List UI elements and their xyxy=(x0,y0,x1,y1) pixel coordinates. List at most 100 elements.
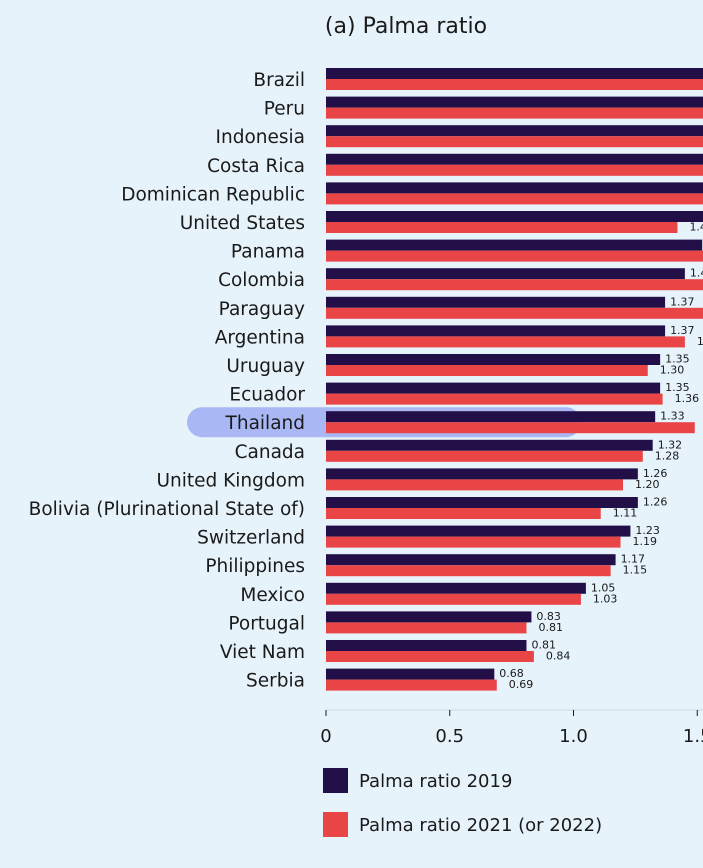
value-label-2021-uruguay: 1.30 xyxy=(660,364,685,377)
bar-2021-paraguay xyxy=(326,307,703,319)
value-label-2019-united-kingdom: 1.26 xyxy=(643,467,668,480)
x-tick-label-1: 0.5 xyxy=(435,726,464,747)
bar-2019-mexico xyxy=(326,582,586,594)
category-label-brazil: Brazil xyxy=(253,70,305,91)
legend-swatch-2021 xyxy=(323,812,348,837)
bar-2021-philippines xyxy=(326,565,611,577)
bar-2019-costa-rica xyxy=(326,153,703,165)
value-label-2021-viet-nam: 0.84 xyxy=(546,650,571,663)
bar-2019-uruguay xyxy=(326,354,661,365)
value-label-2021-argentina: 1.45 xyxy=(697,335,703,348)
category-label-bolivia-plurinational-state-of: Bolivia (Plurinational State of) xyxy=(29,499,305,520)
bar-2021-mexico xyxy=(326,593,581,605)
category-label-ecuador: Ecuador xyxy=(229,385,305,406)
bar-2021-united-kingdom xyxy=(326,479,623,491)
category-label-panama: Panama xyxy=(231,242,305,263)
bar-2019-panama xyxy=(326,239,703,251)
bar-2021-dominican-republic xyxy=(326,193,703,205)
category-label-united-states: United States xyxy=(180,213,305,234)
x-tick-label-3: 1.5 xyxy=(683,726,703,747)
bar-2021-argentina xyxy=(326,336,685,348)
bar-2019-argentina xyxy=(326,325,666,337)
bar-2019-viet-nam xyxy=(326,640,527,651)
category-label-viet-nam: Viet Nam xyxy=(220,642,305,663)
legend-swatch-2019 xyxy=(323,768,348,793)
value-label-2021-united-kingdom: 1.20 xyxy=(635,478,660,491)
value-label-2021-ecuador: 1.36 xyxy=(675,392,700,405)
value-label-2021-philippines: 1.15 xyxy=(623,564,648,577)
category-label-colombia: Colombia xyxy=(218,270,305,291)
chart-title: (a) Palma ratio xyxy=(325,14,487,39)
value-label-2021-switzerland: 1.19 xyxy=(633,535,658,548)
legend-label-2019: Palma ratio 2019 xyxy=(359,771,512,792)
category-label-thailand: Thailand xyxy=(225,413,305,434)
bar-2021-ecuador xyxy=(326,393,663,405)
value-label-2019-serbia: 0.68 xyxy=(499,667,524,680)
bar-2021-serbia xyxy=(326,679,497,691)
category-label-mexico: Mexico xyxy=(240,585,305,606)
bar-2021-switzerland xyxy=(326,536,621,548)
category-label-dominican-republic: Dominican Republic xyxy=(121,184,305,205)
category-label-switzerland: Switzerland xyxy=(197,528,305,549)
bar-2021-bolivia-plurinational-state-of xyxy=(326,508,601,519)
bar-2019-thailand xyxy=(326,411,656,423)
x-tick-label-2: 1.0 xyxy=(559,726,588,747)
bar-2019-united-kingdom xyxy=(326,468,638,480)
x-tick-label-0: 0 xyxy=(320,726,331,747)
bar-2019-indonesia xyxy=(326,125,703,137)
category-label-united-kingdom: United Kingdom xyxy=(157,470,306,491)
value-label-2021-canada: 1.28 xyxy=(655,449,680,462)
bar-2021-panama xyxy=(326,250,703,262)
bar-2021-brazil xyxy=(326,79,703,90)
category-label-philippines: Philippines xyxy=(205,556,305,577)
bar-2019-philippines xyxy=(326,554,616,566)
category-label-peru: Peru xyxy=(264,99,305,120)
bar-2021-portugal xyxy=(326,622,527,634)
value-label-2019-portugal: 0.83 xyxy=(536,610,561,623)
value-label-2019-philippines: 1.17 xyxy=(621,553,646,566)
bar-2019-peru xyxy=(326,96,703,108)
category-label-costa-rica: Costa Rica xyxy=(207,156,305,177)
bar-2019-ecuador xyxy=(326,382,661,394)
bar-2019-portugal xyxy=(326,611,532,623)
bar-2019-canada xyxy=(326,439,653,451)
bar-2019-bolivia-plurinational-state-of xyxy=(326,497,638,508)
value-label-2021-mexico: 1.03 xyxy=(593,592,618,605)
bar-2019-colombia xyxy=(326,268,685,280)
bar-2019-brazil xyxy=(326,68,703,79)
category-label-canada: Canada xyxy=(235,442,305,463)
value-label-2019-colombia: 1.45 xyxy=(690,267,703,280)
value-label-2019-switzerland: 1.23 xyxy=(635,524,660,537)
bar-2019-serbia xyxy=(326,668,495,680)
bar-2021-united-states xyxy=(326,222,678,233)
category-label-portugal: Portugal xyxy=(228,613,305,634)
bar-2019-dominican-republic xyxy=(326,182,703,194)
value-label-2019-ecuador: 1.35 xyxy=(665,381,690,394)
bar-2021-colombia xyxy=(326,279,703,291)
bar-2021-canada xyxy=(326,450,643,462)
value-label-2019-mexico: 1.05 xyxy=(591,581,616,594)
value-label-2019-viet-nam: 0.81 xyxy=(531,639,556,652)
legend-label-2021: Palma ratio 2021 (or 2022) xyxy=(359,815,602,836)
bar-2021-thailand xyxy=(326,422,695,434)
value-label-2019-argentina: 1.37 xyxy=(670,324,695,337)
bar-2021-peru xyxy=(326,107,703,119)
bar-2019-united-states xyxy=(326,211,703,222)
category-label-paraguay: Paraguay xyxy=(219,299,305,320)
bar-2021-indonesia xyxy=(326,136,703,148)
value-label-2019-uruguay: 1.35 xyxy=(665,353,690,366)
category-label-argentina: Argentina xyxy=(215,327,305,348)
value-label-2021-serbia: 0.69 xyxy=(509,678,534,691)
value-label-2019-paraguay: 1.37 xyxy=(670,295,695,308)
category-label-serbia: Serbia xyxy=(246,671,305,692)
value-label-2019-canada: 1.32 xyxy=(658,438,683,451)
value-label-2021-united-states: 1.42 xyxy=(689,221,703,234)
bar-2019-switzerland xyxy=(326,525,631,537)
value-label-2019-bolivia-plurinational-state-of: 1.26 xyxy=(643,496,668,509)
value-label-2021-portugal: 0.81 xyxy=(538,621,563,634)
category-label-indonesia: Indonesia xyxy=(216,127,305,148)
category-label-uruguay: Uruguay xyxy=(226,356,305,377)
value-label-2019-thailand: 1.33 xyxy=(660,410,685,423)
bar-2021-uruguay xyxy=(326,365,648,376)
